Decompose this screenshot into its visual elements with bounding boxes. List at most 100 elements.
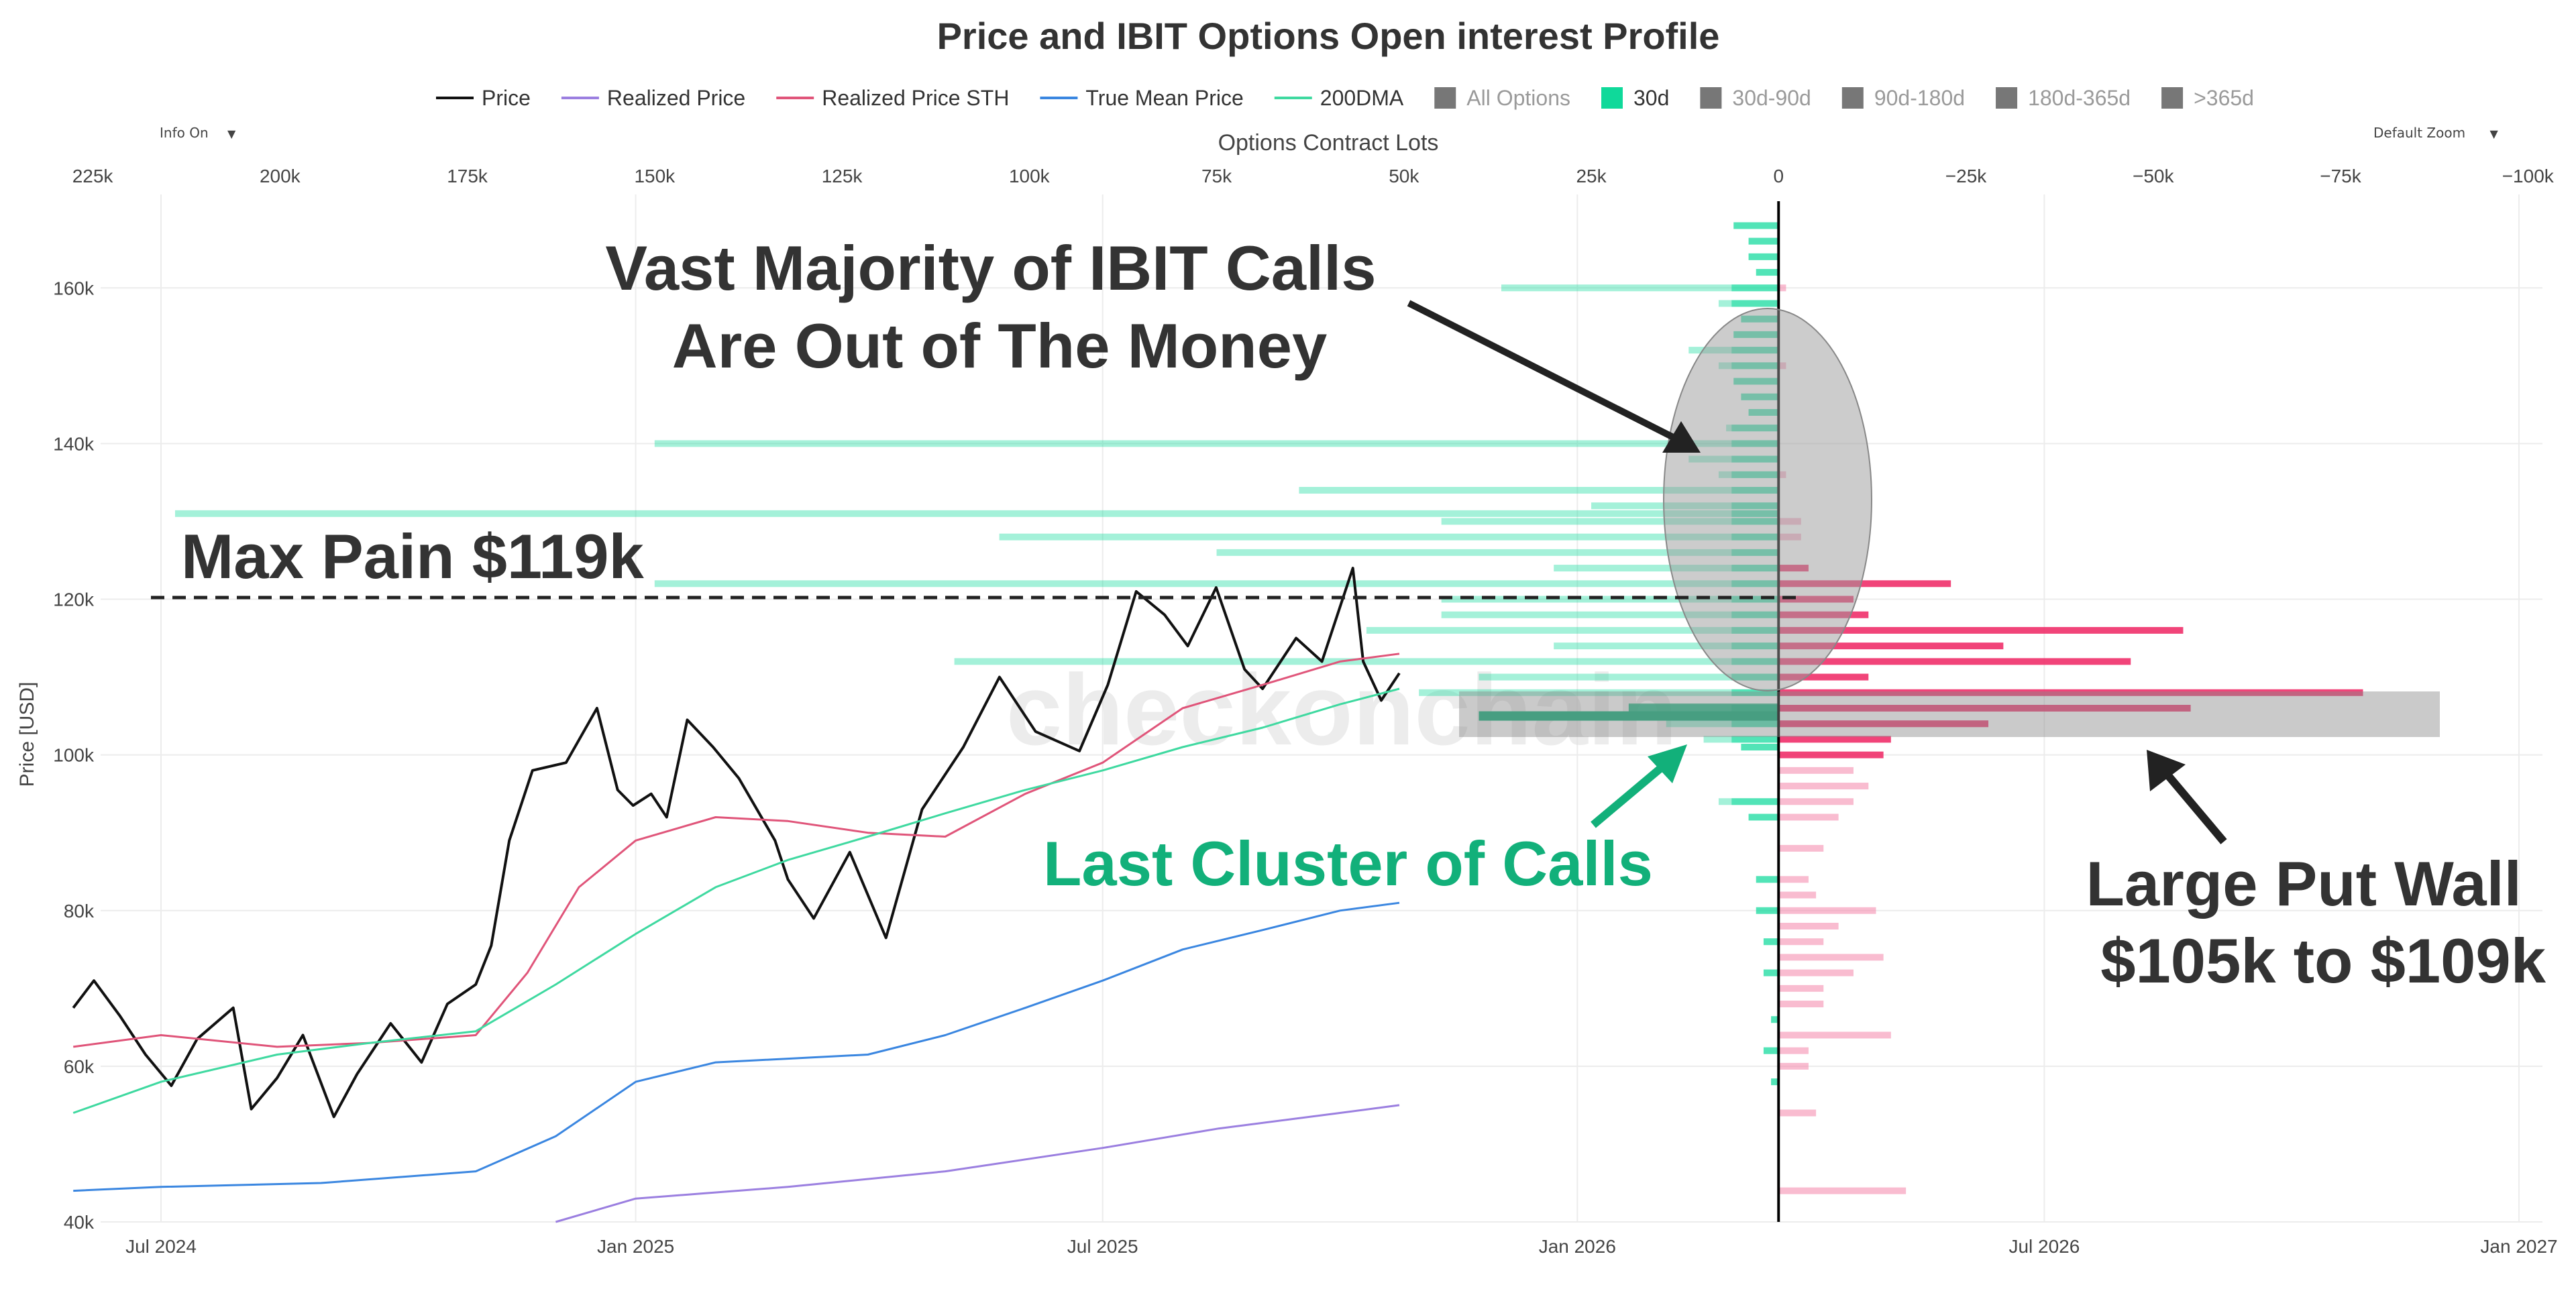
call-oi-bar bbox=[654, 580, 1779, 587]
default-zoom-dropdown[interactable]: Default Zoom ▼ bbox=[2373, 125, 2498, 141]
call-oi-bar bbox=[954, 658, 1779, 665]
put-oi-bar bbox=[1778, 705, 2191, 712]
legend-item-all-options[interactable]: All Options bbox=[1434, 86, 1570, 110]
put-oi-bar bbox=[1778, 954, 1884, 961]
put-oi-bar bbox=[1778, 969, 1854, 976]
call-oi-bar bbox=[1419, 689, 1779, 696]
top-tick-label: 125k bbox=[822, 166, 863, 186]
otm-calls-ellipse bbox=[1663, 308, 1872, 691]
put-oi-bar bbox=[1778, 938, 1824, 946]
legend-label: Realized Price STH bbox=[822, 86, 1009, 110]
put-oi-bar bbox=[1778, 658, 2131, 665]
legend-box-swatch bbox=[1996, 87, 2018, 109]
put-oi-bar bbox=[1778, 876, 1809, 883]
put-wall-highlight bbox=[1459, 691, 2440, 737]
legend-item-90d-180d[interactable]: 90d-180d bbox=[1841, 86, 1965, 110]
legend-item-true-mean-price[interactable]: True Mean Price bbox=[1040, 86, 1244, 110]
info-on-dropdown[interactable]: Info On ▼ bbox=[160, 125, 235, 141]
legend-item-200dma[interactable]: 200DMA bbox=[1274, 86, 1404, 110]
otm-calls-label: Vast Majority of IBIT Calls Are Out of T… bbox=[605, 233, 1393, 381]
top-tick-label: −100k bbox=[2502, 166, 2555, 186]
put-wall-label-line-1: Large Put Wall bbox=[2086, 848, 2522, 919]
otm-calls-label-line-2: Are Out of The Money bbox=[672, 311, 1328, 381]
legend-item-price[interactable]: Price bbox=[436, 86, 531, 110]
max-pain-label: Max Pain $119k bbox=[181, 521, 645, 592]
legend-label: 90d-180d bbox=[1874, 86, 1965, 110]
put-oi-bar bbox=[1778, 922, 1839, 930]
call-oi-bar-30d bbox=[1733, 222, 1779, 229]
call-oi-bar-30d bbox=[1748, 253, 1779, 260]
call-oi-bar-30d bbox=[1731, 736, 1779, 743]
y-tick-label: 60k bbox=[64, 1056, 95, 1077]
price-series bbox=[72, 567, 1401, 1223]
legend-item-realized-price-sth[interactable]: Realized Price STH bbox=[776, 86, 1009, 110]
call-oi-bar-30d bbox=[1741, 744, 1779, 751]
call-oi-bar bbox=[1441, 611, 1779, 618]
put-oi-bar bbox=[1778, 783, 1869, 790]
legend-box-swatch bbox=[1700, 87, 1722, 109]
last-cluster-arrowhead bbox=[1648, 744, 1687, 783]
put-wall-arrow bbox=[2160, 767, 2227, 844]
top-tick-label: 200k bbox=[260, 166, 301, 186]
put-oi-bar bbox=[1778, 736, 1891, 743]
legend-item--365d[interactable]: >365d bbox=[2161, 86, 2254, 110]
top-tick-label: 150k bbox=[634, 166, 676, 186]
call-oi-bar-30d bbox=[1771, 1016, 1779, 1023]
top-tick-label: −75k bbox=[2320, 166, 2361, 186]
put-oi-bar bbox=[1778, 580, 1951, 587]
y-axis-label: Price [USD] bbox=[16, 682, 38, 787]
legend-item-realized-price[interactable]: Realized Price bbox=[561, 86, 745, 110]
top-tick-label: −25k bbox=[1945, 166, 1987, 186]
chevron-down-icon: ▼ bbox=[2489, 127, 2498, 140]
put-wall-label-line-2: $105k to $109k bbox=[2100, 925, 2546, 996]
put-oi-bar bbox=[1778, 626, 2184, 634]
call-oi-bar-30d bbox=[1731, 720, 1779, 728]
put-oi-bar bbox=[1778, 689, 2363, 696]
call-oi-bar bbox=[1501, 284, 1779, 292]
put-oi-bar bbox=[1778, 1062, 1809, 1070]
legend-label: 180d-365d bbox=[2028, 86, 2131, 110]
info-on-label: Info On bbox=[160, 125, 209, 141]
call-oi-bar-30d bbox=[1731, 689, 1779, 696]
put-oi-bar bbox=[1778, 813, 1839, 821]
put-oi-bar bbox=[1778, 767, 1854, 774]
top-tick-label: 75k bbox=[1201, 166, 1232, 186]
put-oi-bar bbox=[1778, 642, 2004, 650]
legend-item-180d-365d[interactable]: 180d-365d bbox=[1996, 86, 2131, 110]
call-cluster-bar bbox=[1479, 711, 1779, 721]
call-oi-bar bbox=[1441, 518, 1779, 525]
call-oi-bar-30d bbox=[1763, 1047, 1779, 1054]
call-oi-bar-30d bbox=[1748, 237, 1779, 245]
top-tick-label: −50k bbox=[2133, 166, 2174, 186]
chart-title: Price and IBIT Options Open interest Pro… bbox=[937, 15, 1720, 57]
top-tick-label: 175k bbox=[447, 166, 488, 186]
x-tick-label: Jul 2025 bbox=[1067, 1236, 1138, 1257]
x-tick-label: Jul 2026 bbox=[2008, 1236, 2080, 1257]
x-tick-label: Jan 2027 bbox=[2480, 1236, 2557, 1257]
put-wall-arrowhead bbox=[2147, 750, 2186, 791]
legend-item-30d-90d[interactable]: 30d-90d bbox=[1700, 86, 1811, 110]
call-oi-bar bbox=[1366, 626, 1779, 634]
top-tick-label: 0 bbox=[1773, 166, 1784, 186]
call-oi-bar-30d bbox=[1731, 798, 1779, 805]
y-tick-label: 160k bbox=[53, 278, 95, 298]
otm-calls-label-line-1: Vast Majority of IBIT Calls bbox=[605, 233, 1376, 303]
legend-label: All Options bbox=[1466, 86, 1570, 110]
legend-label: Price bbox=[482, 86, 531, 110]
series-line-price bbox=[72, 567, 1401, 1119]
put-oi-bar bbox=[1778, 1109, 1817, 1117]
legend-item-30d[interactable]: 30d bbox=[1601, 86, 1669, 110]
default-zoom-label: Default Zoom bbox=[2373, 125, 2466, 141]
last-cluster-label: Last Cluster of Calls bbox=[1043, 828, 1653, 899]
call-oi-bar bbox=[1479, 673, 1779, 681]
grid bbox=[101, 194, 2542, 1223]
call-oi-bar bbox=[1554, 642, 1779, 650]
call-cluster-bar bbox=[1628, 704, 1779, 713]
top-tick-label: 225k bbox=[72, 166, 114, 186]
put-oi-bar bbox=[1778, 891, 1817, 899]
y-tick-label: 40k bbox=[64, 1212, 95, 1233]
legend-label: True Mean Price bbox=[1085, 86, 1243, 110]
call-oi-bar bbox=[1216, 549, 1779, 556]
put-oi-bar bbox=[1778, 1001, 1824, 1008]
